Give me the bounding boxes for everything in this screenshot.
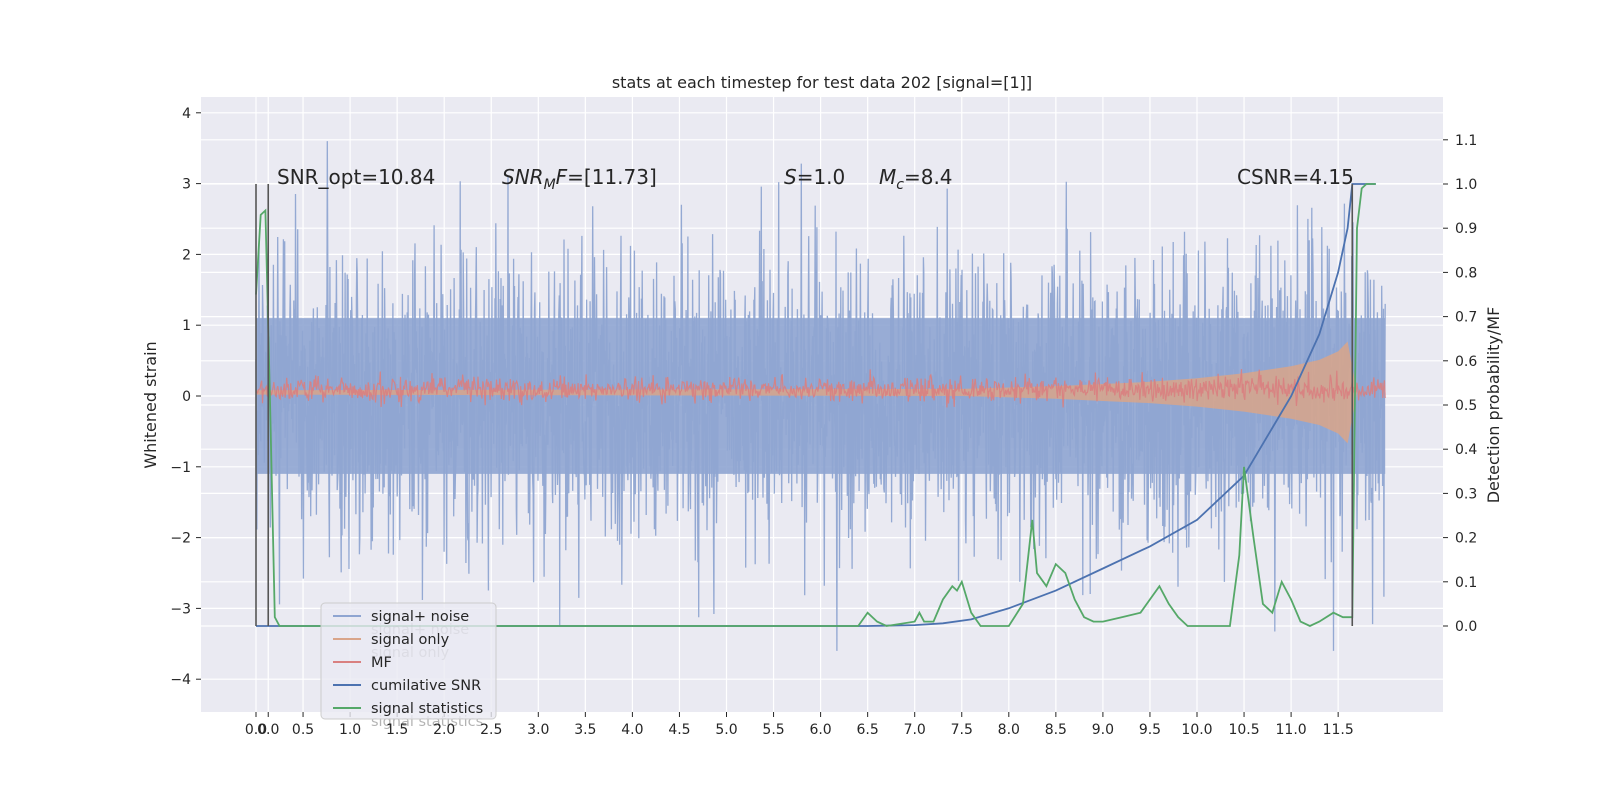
x-tick-label: 7.0 [904,722,926,738]
series-mf-line [255,369,1386,408]
x-tick-label: 3.5 [574,722,596,738]
y-tick-label-right: 0.9 [1455,221,1477,237]
x-tick-label: 0.0 [257,722,279,738]
y-tick-label-left: 4 [182,106,191,122]
snr-mf-rest: =[11.73] [567,165,657,189]
x-tick-label: 9.5 [1139,722,1161,738]
x-tick-label: 2.5 [480,722,502,738]
x-tick-label: 4.0 [621,722,643,738]
legend-label: signal only [371,632,450,648]
x-tick-label: 8.5 [1045,722,1067,738]
x-tick-label: 3.0 [527,722,549,738]
mc-annotation: Mc=8.4 [879,165,953,193]
y-tick-label-right: 1.0 [1455,177,1477,193]
y-tick-label-left: 2 [182,247,191,263]
x-tick-label: 6.5 [857,722,879,738]
series-layer [255,141,1386,651]
snr-opt-annotation: SNR_opt=10.84 [277,165,435,189]
y-tick-label-right: 1.1 [1455,133,1477,149]
y-tick-label-right: 0.1 [1455,575,1477,591]
axes: 0.00.0 0.5 1.0 1.5 2.0 2.5 3.0 3.5 4.0 4.5 5.0 5.5 6… [170,106,1477,738]
s-annotation: S=1.0 [784,165,845,189]
annotations: SNR_opt=10.84 SNRMF=[11.73] S=1.0 Mc=8.4… [277,165,1354,193]
x-tick-label: 0.0 [245,722,267,738]
x-tick-label: 10.0 [1181,722,1212,738]
snr-mf-rest-f: F [556,165,568,189]
s-math: S [784,165,797,189]
y-tick-label-left: −3 [170,601,191,617]
legend-label: MF [371,655,392,671]
x-tick-label: 8.0 [998,722,1020,738]
x-tick-label: 11.0 [1276,722,1307,738]
snr-mf-sub: M [544,177,556,193]
snr-mf-annotation: SNRMF=[11.73] [502,165,657,193]
y-tick-label-left: −2 [170,531,191,547]
y-tick-label-right: 0.8 [1455,265,1477,281]
y-tick-label-left: 0 [182,389,191,405]
x-tick-label: 5.5 [762,722,784,738]
y-tick-label-left: 3 [182,177,191,193]
legend-label: signal+ noise [371,609,469,625]
y-tick-label-right: 0.0 [1455,619,1477,635]
x-tick-label: 4.5 [668,722,690,738]
s-rest: =1.0 [797,165,846,189]
x-tick-label: 9.0 [1092,722,1114,738]
snr-mf-math: SNR [502,165,544,189]
mc-rest: =8.4 [904,165,953,189]
y-axis-label-left: Whitened strain [141,341,160,468]
y-tick-label-left: −4 [170,672,191,688]
x-tick-label: 5.0 [715,722,737,738]
y-tick-label-right: 0.2 [1455,531,1477,547]
y-tick-label-left: −1 [170,460,191,476]
y-tick-label-right: 0.4 [1455,442,1477,458]
legend-box [320,602,497,720]
x-tick-label: 2.0 [433,722,455,738]
mc-sub: c [896,177,904,193]
legend-label: cumilative SNR [371,678,481,694]
legend: signal+ noise signal only signal statistic… [320,602,497,730]
x-tick-label: 11.5 [1323,722,1354,738]
y-tick-label-right: 0.7 [1455,310,1477,326]
csnr-annotation: CSNR=4.15 [1237,165,1354,189]
x-tick-label: 10.5 [1228,722,1259,738]
legend-label: signal statistics [371,701,483,717]
x-tick-label: 1.5 [386,722,408,738]
chart-title: stats at each timestep for test data 202… [612,73,1032,92]
y-tick-label-right: 0.6 [1455,354,1477,370]
mc-math: M [879,165,896,189]
x-tick-label: 6.0 [809,722,831,738]
y-tick-label-right: 0.3 [1455,486,1477,502]
x-tick-label: 0.5 [292,722,314,738]
y-axis-label-right: Detection probability/MF [1484,307,1503,504]
x-tick-label: 1.0 [339,722,361,738]
y-tick-label-left: 1 [182,318,191,334]
y-tick-label-right: 0.5 [1455,398,1477,414]
series-signal-only-envelope [256,341,1357,444]
series-signal-statistics-line [255,183,1376,627]
x-tick-label: 7.5 [951,722,973,738]
